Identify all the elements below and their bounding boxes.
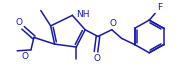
Text: F: F	[157, 3, 162, 12]
Text: O: O	[94, 54, 100, 63]
Text: NH: NH	[76, 10, 90, 19]
Text: O: O	[15, 18, 22, 27]
Text: O: O	[109, 19, 116, 28]
Text: O: O	[22, 52, 29, 61]
